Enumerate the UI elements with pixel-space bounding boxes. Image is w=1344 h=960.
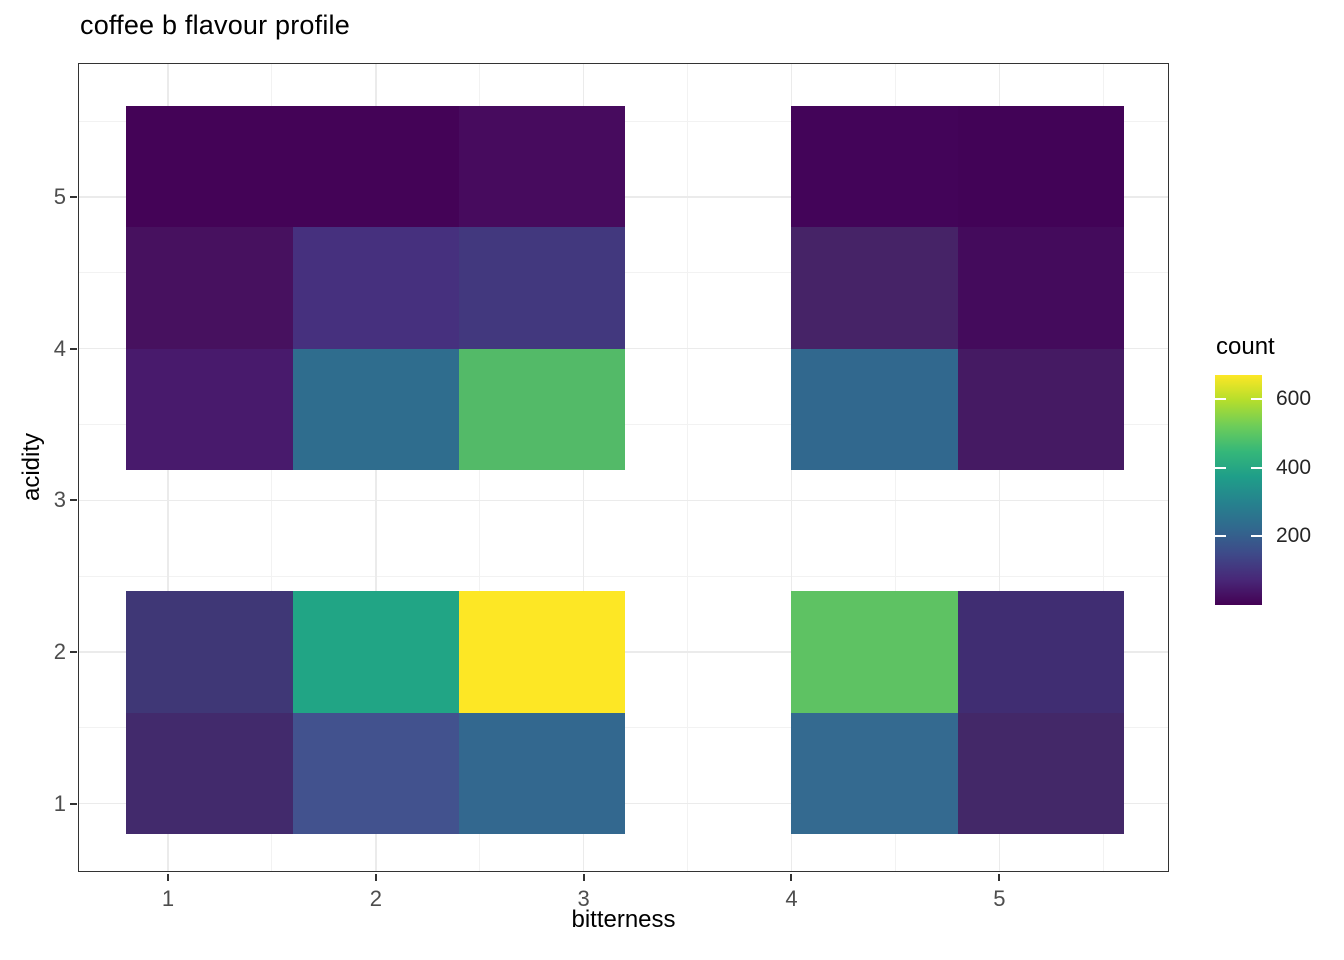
y-axis-tick-label: 3	[53, 487, 66, 513]
gridline-minor-vertical	[687, 63, 689, 872]
heatmap-tile	[957, 591, 1124, 713]
legend-title: count	[1216, 333, 1275, 360]
gridline-major-vertical	[790, 63, 793, 872]
heatmap-tile	[791, 227, 958, 349]
y-axis-tick	[69, 347, 77, 350]
gridline-major-horizontal	[78, 499, 1169, 502]
legend-tick-label: 400	[1276, 455, 1312, 479]
heatmap-tile	[292, 348, 459, 471]
heatmap-tile	[791, 105, 958, 228]
x-axis-title: bitterness	[571, 906, 676, 933]
heatmap-tile	[957, 712, 1124, 835]
heatmap-tile	[957, 348, 1124, 471]
y-axis-tick-label: 5	[53, 184, 66, 209]
heatmap-tile	[126, 591, 293, 713]
x-axis-tick-label: 5	[993, 886, 1006, 911]
heatmap-tile	[791, 348, 958, 471]
x-axis-tick-label: 4	[785, 886, 798, 911]
y-axis-tick	[69, 651, 77, 654]
gridline-minor-horizontal	[78, 575, 1169, 577]
heatmap-tile	[791, 591, 958, 713]
legend-tick-right	[1251, 398, 1262, 401]
heatmap-tile	[458, 348, 626, 471]
heatmap-tile	[957, 105, 1124, 228]
heatmap-tile	[126, 348, 293, 471]
y-axis-tick-label: 4	[53, 335, 66, 361]
legend-tick-left	[1215, 398, 1226, 401]
x-axis-tick	[582, 873, 585, 881]
y-axis-tick	[69, 196, 77, 198]
x-axis-tick	[998, 873, 1001, 881]
heatmap-tile	[791, 712, 958, 835]
x-axis-tick	[167, 873, 169, 881]
y-axis-tick	[69, 499, 77, 502]
x-axis-tick	[790, 873, 793, 881]
heatmap-tile	[957, 227, 1124, 349]
x-axis-tick-label: 1	[161, 886, 175, 911]
heatmap-tile	[292, 105, 459, 228]
legend-tick-left	[1215, 466, 1226, 469]
chart-title: coffee b flavour profile	[80, 10, 350, 40]
legend-tick-right	[1251, 535, 1262, 538]
heatmap-tile	[126, 227, 293, 349]
heatmap-tile	[458, 227, 626, 349]
x-axis-tick	[374, 873, 377, 881]
legend-colorbar	[1215, 375, 1262, 605]
y-axis-tick	[69, 802, 77, 805]
y-axis-tick-label: 2	[53, 639, 66, 665]
heatmap-tile	[458, 712, 626, 835]
x-axis-tick-label: 3	[577, 886, 590, 911]
heatmap-tile	[458, 105, 626, 228]
heatmap-tile	[292, 712, 459, 835]
y-axis-title: acidity	[18, 432, 45, 502]
heatmap-tile	[126, 712, 293, 835]
heatmap-tile	[292, 227, 459, 349]
y-axis-tick-label: 1	[53, 790, 66, 816]
gridline-major-horizontal	[78, 347, 1169, 350]
x-axis-tick-label: 2	[369, 886, 382, 911]
legend-tick-right	[1251, 466, 1262, 469]
legend-tick-label: 600	[1276, 387, 1312, 411]
heatmap-tile	[126, 105, 293, 228]
heatmap-tile	[292, 591, 459, 713]
heatmap-tile	[458, 591, 626, 713]
legend-tick-label: 200	[1276, 524, 1312, 548]
legend-tick-left	[1215, 535, 1226, 538]
